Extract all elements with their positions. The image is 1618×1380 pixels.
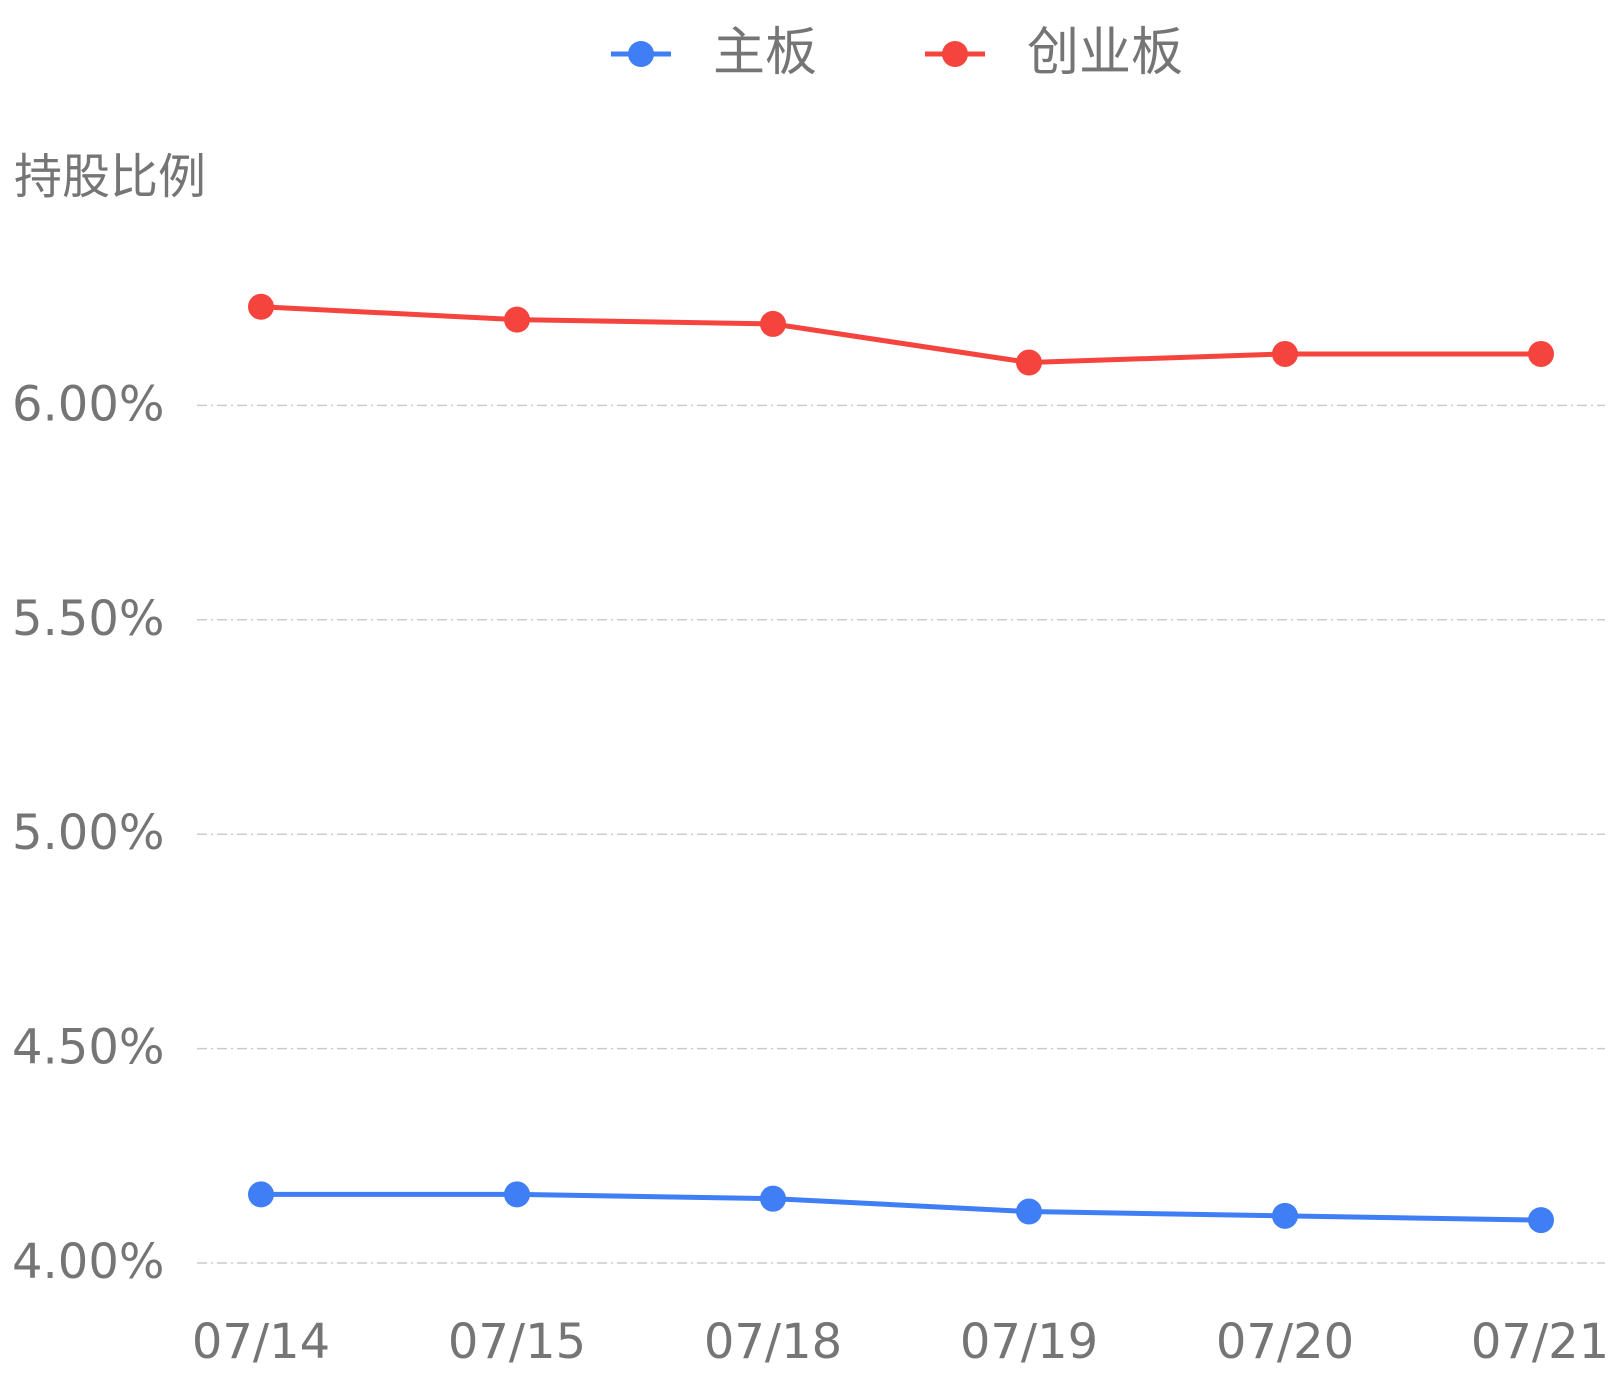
data-point (760, 1185, 786, 1212)
series-line (261, 1191, 1542, 1223)
data-point (1272, 1202, 1298, 1229)
series-line (260, 304, 1541, 366)
y-tick-label: 4.50% (12, 1020, 164, 1076)
y-tick-label: 4.00% (12, 1234, 164, 1290)
y-tick-label: 5.50% (12, 591, 164, 647)
x-tick-label: 07/18 (704, 1314, 842, 1370)
data-point (1272, 340, 1298, 367)
data-point (504, 306, 530, 333)
x-tick-label: 07/21 (1471, 1314, 1609, 1370)
x-tick-label: 07/14 (192, 1314, 330, 1370)
y-tick-label: 6.00% (12, 376, 164, 432)
legend-marker (942, 41, 968, 67)
y-tick-label: 5.00% (12, 805, 164, 861)
data-point (1016, 1198, 1042, 1225)
y-axis-label: 持股比例 (14, 149, 206, 205)
data-point (760, 310, 786, 337)
data-point (1528, 1207, 1554, 1234)
x-tick-label: 07/19 (960, 1314, 1098, 1370)
legend-marker (628, 41, 654, 67)
data-point (504, 1181, 530, 1208)
x-tick-label: 07/15 (448, 1314, 586, 1370)
x-tick-label: 07/20 (1216, 1314, 1354, 1370)
data-point (248, 1181, 274, 1208)
data-point (1016, 349, 1042, 376)
data-point (248, 293, 274, 320)
legend-label: 创业板 (1027, 23, 1183, 83)
legend-label: 主板 (713, 23, 817, 83)
data-point (1528, 340, 1554, 367)
